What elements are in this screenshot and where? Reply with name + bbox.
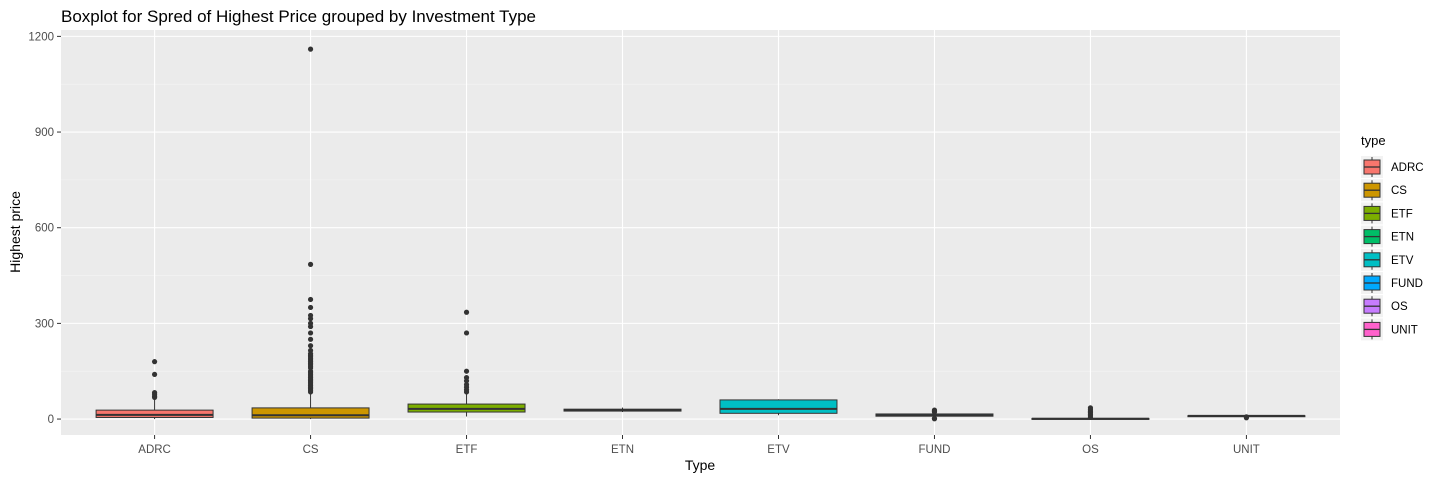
outlier-point: [307, 312, 314, 319]
legend-item-etf: ETF: [1361, 202, 1413, 225]
y-tick-label: 900: [35, 127, 54, 139]
legend-label: FUND: [1391, 278, 1423, 290]
legend-label: ETV: [1391, 255, 1414, 267]
outlier-point: [931, 415, 938, 422]
x-tick-label: OS: [1082, 444, 1099, 456]
legend-item-adrc: ADRC: [1361, 156, 1424, 178]
x-tick-label: FUND: [918, 444, 950, 456]
x-tick-label: CS: [303, 444, 319, 456]
outlier-point: [307, 347, 314, 354]
x-axis-title: Type: [685, 457, 716, 473]
outlier-point: [307, 320, 314, 326]
box-cs: [251, 46, 370, 420]
outlier-point: [463, 330, 470, 336]
y-tick-label: 600: [35, 223, 54, 235]
x-tick-label: ETN: [611, 444, 634, 456]
chart-title: Boxplot for Spred of Highest Price group…: [61, 7, 536, 26]
x-tick-label: ETV: [767, 444, 790, 456]
legend-label: ETN: [1391, 232, 1414, 244]
y-tick-label: 300: [35, 318, 54, 330]
outlier-point: [307, 336, 314, 342]
legend: type ADRC CS ETF ETN ETV FUND OS UNIT: [1361, 133, 1424, 341]
outlier-point: [1243, 414, 1250, 420]
minor-gridlines: [61, 83, 1340, 372]
box-etf: [407, 309, 526, 417]
y-axis-title: Highest price: [7, 191, 23, 273]
legend-item-cs: CS: [1361, 179, 1407, 202]
outlier-point: [307, 330, 314, 336]
box-etn: [563, 407, 682, 413]
legend-item-etn: ETN: [1361, 225, 1414, 248]
x-tick-label: UNIT: [1233, 444, 1260, 456]
y-tick-label: 1200: [28, 31, 54, 43]
major-gridlines: [61, 30, 1340, 435]
legend-label: UNIT: [1391, 324, 1418, 336]
box-etv: [719, 399, 838, 416]
box-body: [719, 399, 838, 414]
plot-panel: [61, 30, 1340, 435]
outlier-point: [931, 407, 938, 413]
legend-label: CS: [1391, 185, 1407, 197]
box-body: [251, 407, 370, 419]
legend-label: OS: [1391, 301, 1408, 313]
y-axis-ticks: 0 300 600 900 1200: [28, 31, 61, 426]
outlier-point: [151, 371, 158, 378]
legend-label: ADRC: [1391, 162, 1424, 174]
box-fund: [875, 407, 994, 422]
box-unit: [1187, 414, 1306, 421]
box-os: [1031, 405, 1150, 421]
legend-item-unit: UNIT: [1361, 318, 1418, 341]
outlier-point: [307, 304, 314, 311]
legend-item-os: OS: [1361, 295, 1408, 318]
legend-item-fund: FUND: [1361, 272, 1423, 294]
outlier-point: [151, 389, 158, 396]
outlier-point: [151, 359, 158, 365]
box-adrc: [95, 359, 214, 420]
outlier-point: [307, 261, 314, 267]
outlier-point: [463, 382, 470, 388]
x-tick-label: ETF: [456, 444, 478, 456]
outlier-point: [307, 46, 314, 52]
outlier-point: [1087, 405, 1094, 411]
box-series: [95, 46, 1306, 422]
outlier-point: [463, 368, 470, 374]
outlier-point: [307, 343, 314, 349]
outlier-point: [463, 309, 470, 315]
outlier-point: [463, 374, 470, 381]
box-body: [95, 409, 214, 418]
x-tick-label: ADRC: [138, 444, 171, 456]
x-axis-ticks: ADRC CS ETF ETN ETV FUND OS UNIT: [138, 435, 1260, 456]
outlier-point: [307, 296, 314, 303]
legend-title: type: [1361, 133, 1386, 148]
legend-item-etv: ETV: [1361, 248, 1414, 271]
y-tick-label: 0: [48, 414, 54, 426]
legend-label: ETF: [1391, 208, 1413, 220]
